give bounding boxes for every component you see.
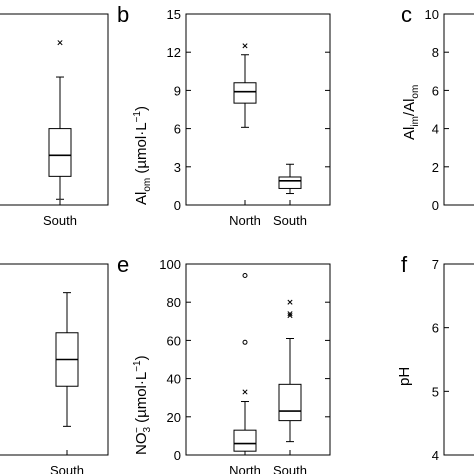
outlier-circle <box>242 272 248 278</box>
panel-e-frame <box>185 263 331 456</box>
panel-e-ytick-label: 60 <box>167 333 181 348</box>
panel-d-frame <box>0 263 109 456</box>
panel-b-ytick-label: 3 <box>174 160 181 175</box>
panel-c-ytick-label: 2 <box>432 160 439 175</box>
panel-f-letter: f <box>401 252 408 277</box>
panel-b-ytick-label: 15 <box>167 7 181 22</box>
panel-e-category-label: North <box>229 463 261 474</box>
panel-c-ytick-label: 8 <box>432 45 439 60</box>
outlier-cross <box>242 389 248 395</box>
panel-f-ylabel: pH <box>396 367 413 386</box>
panel-c-frame <box>443 13 474 206</box>
panel-e-ytick-label: 0 <box>174 448 181 463</box>
panel-e-ytick-label: 80 <box>167 295 181 310</box>
panel-c-letter: c <box>401 2 412 27</box>
panel-b-frame <box>185 13 331 206</box>
panel-b-ylabel: Alom (µmol·L−1) <box>132 106 153 205</box>
panel-f-frame <box>443 263 474 456</box>
outlier-circle <box>242 339 248 345</box>
panel-e-ytick-label: 40 <box>167 372 181 387</box>
panel-e-ytick-label: 100 <box>159 257 181 272</box>
panel-b-letter: b <box>117 2 129 27</box>
outlier-cross <box>242 43 248 49</box>
panel-e-letter: e <box>117 252 129 277</box>
outlier-cross <box>287 299 293 305</box>
box-iqr <box>48 128 72 177</box>
panel-a-category-label: South <box>43 213 77 228</box>
panel-e-category-label: South <box>273 463 307 474</box>
panel-a-frame <box>0 13 109 206</box>
panel-b-ytick-label: 0 <box>174 198 181 213</box>
panel-f-ytick-label: 5 <box>432 384 439 399</box>
panel-b-ytick-label: 6 <box>174 122 181 137</box>
panel-f-ytick-label: 7 <box>432 257 439 272</box>
panel-c-ytick-label: 0 <box>432 198 439 213</box>
outlier-cross <box>287 313 293 319</box>
box-iqr <box>233 429 257 452</box>
panel-e-ytick-label: 20 <box>167 410 181 425</box>
panel-c-ytick-label: 10 <box>425 7 439 22</box>
panel-c-ylabel: Alim/Alom <box>401 85 421 140</box>
outlier-cross <box>57 40 63 46</box>
panel-c-ytick-label: 6 <box>432 83 439 98</box>
panel-b-ytick-label: 12 <box>167 45 181 60</box>
panel-e-ylabel: NO3− (µmol·L−1) <box>132 355 153 455</box>
panel-c-ytick-label: 4 <box>432 122 439 137</box>
panel-b-ytick-label: 9 <box>174 83 181 98</box>
panel-b-category-label: South <box>273 213 307 228</box>
outlier-cross <box>287 311 293 317</box>
panel-f-ytick-label: 4 <box>432 448 439 463</box>
box-iqr <box>278 176 302 189</box>
panel-f-ytick-label: 6 <box>432 321 439 336</box>
panel-d-category-label: South <box>50 463 84 474</box>
box-iqr <box>278 383 302 422</box>
panel-b-category-label: North <box>229 213 261 228</box>
box-iqr <box>233 82 257 104</box>
